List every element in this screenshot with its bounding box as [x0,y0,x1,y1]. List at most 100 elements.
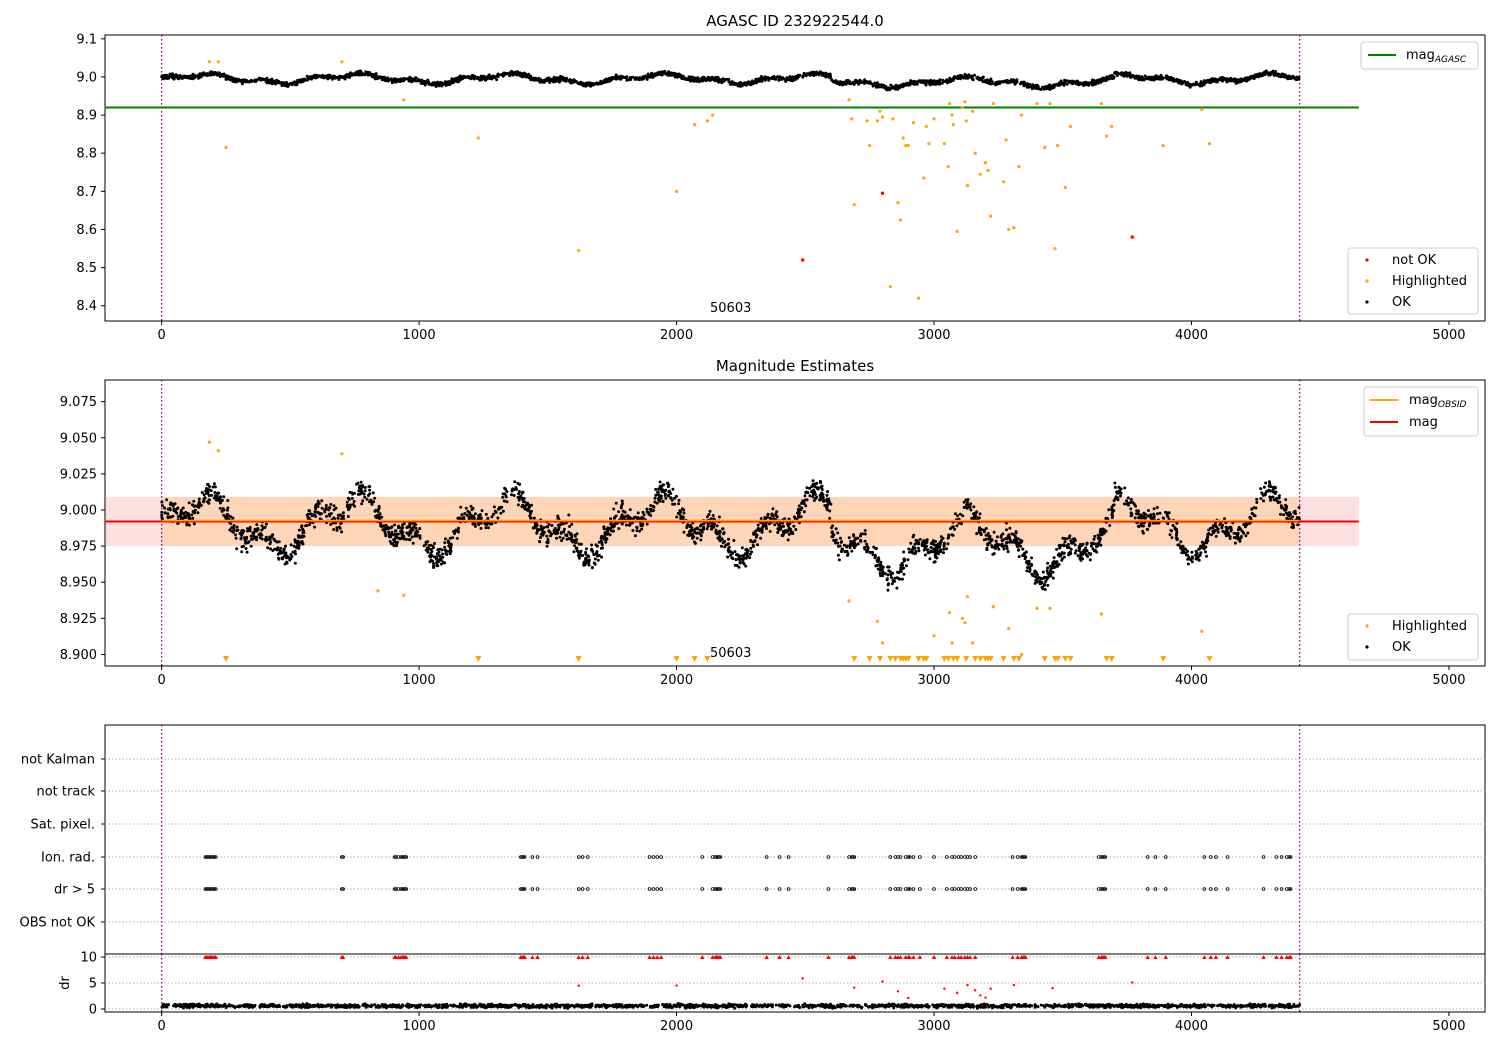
ok-point [900,577,904,581]
highlighted-point [1017,164,1021,169]
ok-point [860,80,864,84]
ok-point [373,496,377,500]
ok-point [651,74,655,78]
ok-point [720,81,724,85]
ok-point [505,500,509,504]
ok-point [1209,533,1213,537]
ok-point [889,83,893,87]
ok-point [359,492,363,496]
ok-point [275,540,279,544]
ok-point [516,503,520,507]
ok-point [209,489,213,493]
ok-point [1239,536,1243,539]
ok-point [825,493,829,497]
ok-point [513,480,517,484]
ok-point [628,508,632,512]
ok-point [187,501,191,505]
ok-point [995,535,999,539]
ok-point [1284,74,1288,78]
ok-point [260,528,264,532]
ok-point [577,556,581,560]
ok-point [356,481,360,485]
ok-point [502,499,506,503]
ok-point [666,485,670,489]
ok-point [682,511,686,515]
ok-point [1190,555,1194,559]
ok-point [654,487,658,491]
ok-point [1019,538,1023,542]
ok-point [1151,75,1155,79]
ok-point [1184,547,1188,551]
ok-point [938,81,941,85]
ok-point [522,71,526,75]
ok-point [596,558,600,562]
ok-point [584,550,588,554]
ok-point [922,548,926,552]
ok-point [1043,582,1047,586]
x-tick-label: 3000 [917,328,950,343]
ok-point [981,79,985,83]
ok-point [393,523,396,527]
ok-point [863,529,867,532]
ok-point [1022,554,1026,558]
ok-point [1289,77,1293,81]
ok-point [213,485,217,489]
ok-point [289,543,293,547]
ok-point [504,495,508,499]
ok-point [586,554,590,558]
ok-point [645,522,649,526]
ok-point [225,508,229,512]
highlighted-point [847,98,851,102]
ok-point [409,79,413,83]
ok-point [909,79,913,83]
ok-point [1148,77,1152,81]
ok-point [424,80,428,84]
ok-point [218,495,222,499]
highlighted-point [865,119,869,123]
ok-point [752,531,756,535]
highlighted-point [927,142,931,146]
ok-point [627,523,631,527]
ok-point [679,75,682,79]
ok-point [368,492,372,496]
ok-point [775,515,779,519]
ok-point [557,523,561,527]
y-tick-label: 8.5 [76,261,97,276]
ok-point [1246,531,1250,535]
ok-point [984,537,988,541]
ok-point [956,514,959,518]
highlighted-point [850,117,854,121]
ok-point [644,75,648,79]
ok-point [1041,587,1045,591]
ok-point [492,505,496,509]
ok-point [856,80,860,84]
ok-point [332,528,336,531]
ok-point [1291,522,1295,526]
ok-point [195,504,199,508]
ok-point [1108,524,1112,527]
ok-point [1059,82,1063,86]
ok-point [831,524,835,528]
ok-point [1051,576,1055,580]
ok-point [899,570,903,574]
ok-point [620,499,624,503]
ok-point [560,539,564,543]
ok-point [786,538,790,542]
ok-point [1116,496,1120,500]
y-tick-label: 9.075 [60,395,97,410]
ok-point [459,505,463,509]
ok-point [234,533,237,537]
ok-point [925,544,929,548]
ok-point [916,541,920,545]
ok-point [699,528,702,532]
ok-point [1002,547,1006,551]
ok-point [284,544,287,548]
x-tick-label: 5000 [1432,673,1465,688]
ok-point [830,530,834,534]
ok-point [1110,74,1114,78]
ok-point [1026,566,1029,570]
ok-point [617,510,621,514]
ok-point [519,73,523,77]
ok-point [771,507,775,511]
ok-point [972,505,976,509]
